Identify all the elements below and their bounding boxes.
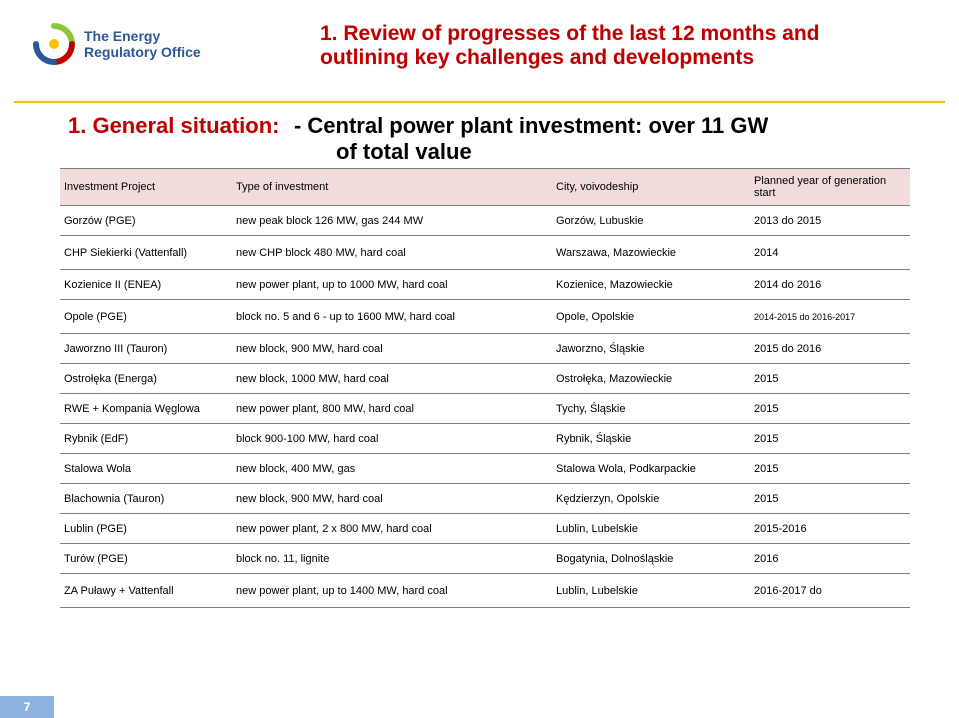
cell-planned: 2016: [750, 544, 910, 574]
table-row: Lublin (PGE)new power plant, 2 x 800 MW,…: [60, 514, 910, 544]
cell-project: Lublin (PGE): [60, 514, 232, 544]
cell-project: Kozienice II (ENEA): [60, 270, 232, 300]
cell-type: new CHP block 480 MW, hard coal: [232, 236, 552, 270]
logo-text: The Energy Regulatory Office: [84, 28, 201, 60]
table-row: Rybnik (EdF)block 900-100 MW, hard coalR…: [60, 424, 910, 454]
investment-table-wrap: Investment Project Type of investment Ci…: [60, 168, 910, 608]
cell-type: block 900-100 MW, hard coal: [232, 424, 552, 454]
table-row: Gorzów (PGE)new peak block 126 MW, gas 2…: [60, 206, 910, 236]
cell-type: new power plant, up to 1400 MW, hard coa…: [232, 574, 552, 608]
subtitle-left: 1. General situation:: [68, 113, 280, 138]
cell-project: ZA Puławy + Vattenfall: [60, 574, 232, 608]
cell-city: Kędzierzyn, Opolskie: [552, 484, 750, 514]
logo-line1: The Energy: [84, 28, 201, 44]
logo-icon: [32, 22, 76, 66]
cell-city: Opole, Opolskie: [552, 300, 750, 334]
cell-planned: 2015 do 2016: [750, 334, 910, 364]
th-type: Type of investment: [232, 169, 552, 206]
cell-city: Ostrołęka, Mazowieckie: [552, 364, 750, 394]
cell-city: Warszawa, Mazowieckie: [552, 236, 750, 270]
cell-city: Kozienice, Mazowieckie: [552, 270, 750, 300]
cell-planned: 2015: [750, 424, 910, 454]
cell-project: Turów (PGE): [60, 544, 232, 574]
cell-planned: 2016-2017 do: [750, 574, 910, 608]
logo-block: The Energy Regulatory Office: [32, 22, 201, 66]
table-row: Opole (PGE)block no. 5 and 6 - up to 160…: [60, 300, 910, 334]
table-row: Stalowa Wolanew block, 400 MW, gasStalow…: [60, 454, 910, 484]
cell-type: new peak block 126 MW, gas 244 MW: [232, 206, 552, 236]
page-number-badge: 7: [0, 696, 54, 718]
th-planned: Planned year of generation start: [750, 169, 910, 206]
th-project: Investment Project: [60, 169, 232, 206]
table-row: Turów (PGE)block no. 11, ligniteBogatyni…: [60, 544, 910, 574]
cell-planned: 2015-2016: [750, 514, 910, 544]
cell-project: Jaworzno III (Tauron): [60, 334, 232, 364]
cell-project: RWE + Kompania Węglowa: [60, 394, 232, 424]
cell-type: new block, 900 MW, hard coal: [232, 484, 552, 514]
cell-planned: 2015: [750, 364, 910, 394]
cell-project: Blachownia (Tauron): [60, 484, 232, 514]
table-row: ZA Puławy + Vattenfallnew power plant, u…: [60, 574, 910, 608]
cell-planned: 2013 do 2015: [750, 206, 910, 236]
cell-city: Lublin, Lubelskie: [552, 574, 750, 608]
investment-table: Investment Project Type of investment Ci…: [60, 168, 910, 608]
cell-city: Tychy, Śląskie: [552, 394, 750, 424]
cell-planned: 2015: [750, 394, 910, 424]
cell-planned: 2014 do 2016: [750, 270, 910, 300]
cell-type: block no. 11, lignite: [232, 544, 552, 574]
cell-city: Bogatynia, Dolnośląskie: [552, 544, 750, 574]
cell-type: new block, 1000 MW, hard coal: [232, 364, 552, 394]
cell-type: new block, 400 MW, gas: [232, 454, 552, 484]
cell-project: Opole (PGE): [60, 300, 232, 334]
cell-type: block no. 5 and 6 - up to 1600 MW, hard …: [232, 300, 552, 334]
cell-project: CHP Siekierki (Vattenfall): [60, 236, 232, 270]
table-row: Kozienice II (ENEA)new power plant, up t…: [60, 270, 910, 300]
cell-project: Ostrołęka (Energa): [60, 364, 232, 394]
table-row: Blachownia (Tauron)new block, 900 MW, ha…: [60, 484, 910, 514]
subtitle-right-line2: of total value: [336, 139, 908, 165]
cell-type: new power plant, 800 MW, hard coal: [232, 394, 552, 424]
cell-planned: 2014: [750, 236, 910, 270]
table-row: CHP Siekierki (Vattenfall)new CHP block …: [60, 236, 910, 270]
table-row: RWE + Kompania Węglowanew power plant, 8…: [60, 394, 910, 424]
logo-line2: Regulatory Office: [84, 44, 201, 60]
cell-city: Jaworzno, Śląskie: [552, 334, 750, 364]
cell-project: Stalowa Wola: [60, 454, 232, 484]
cell-project: Gorzów (PGE): [60, 206, 232, 236]
table-row: Ostrołęka (Energa)new block, 1000 MW, ha…: [60, 364, 910, 394]
cell-city: Stalowa Wola, Podkarpackie: [552, 454, 750, 484]
cell-project: Rybnik (EdF): [60, 424, 232, 454]
divider: [14, 101, 945, 103]
cell-type: new power plant, 2 x 800 MW, hard coal: [232, 514, 552, 544]
subtitle: 1. General situation: - Central power pl…: [68, 113, 908, 165]
cell-city: Rybnik, Śląskie: [552, 424, 750, 454]
th-city: City, voivodeship: [552, 169, 750, 206]
subtitle-right-line1: - Central power plant investment: over 1…: [294, 113, 768, 138]
cell-planned: 2014-2015 do 2016-2017: [750, 300, 910, 334]
cell-type: new block, 900 MW, hard coal: [232, 334, 552, 364]
cell-planned: 2015: [750, 454, 910, 484]
cell-city: Gorzów, Lubuskie: [552, 206, 750, 236]
table-row: Jaworzno III (Tauron)new block, 900 MW, …: [60, 334, 910, 364]
table-header-row: Investment Project Type of investment Ci…: [60, 169, 910, 206]
cell-city: Lublin, Lubelskie: [552, 514, 750, 544]
page-title: 1. Review of progresses of the last 12 m…: [320, 22, 880, 70]
cell-type: new power plant, up to 1000 MW, hard coa…: [232, 270, 552, 300]
cell-planned: 2015: [750, 484, 910, 514]
